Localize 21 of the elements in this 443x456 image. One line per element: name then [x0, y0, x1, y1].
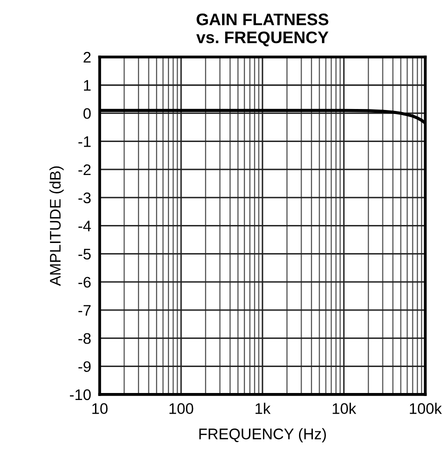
- y-tick-label: -3: [78, 192, 91, 204]
- x-tick-label: 1k: [256, 402, 271, 414]
- y-axis-title: AMPLITUDE (dB): [49, 166, 64, 286]
- y-tick-label: -10: [70, 389, 91, 400]
- y-tick-label: -9: [78, 361, 91, 372]
- x-tick-label: 100: [169, 403, 194, 414]
- y-tick-label: -7: [78, 305, 91, 316]
- x-tick-label: 10k: [332, 402, 356, 414]
- y-tick-label: 0: [83, 108, 91, 119]
- x-tick-label: 100k: [410, 402, 442, 414]
- y-tick-label: 2: [84, 52, 91, 63]
- x-tick-label: 10: [92, 403, 108, 414]
- chart-title: GAIN FLATNESS vs. FREQUENCY: [196, 14, 328, 46]
- y-tick-label: -1: [78, 136, 91, 147]
- y-tick-label: -6: [78, 276, 91, 288]
- y-tick-label: -4: [78, 220, 91, 232]
- y-tick-label: -2: [78, 164, 91, 176]
- y-tick-label: -8: [78, 333, 91, 344]
- x-axis-title: FREQUENCY (Hz): [199, 428, 326, 442]
- y-tick-label: 1: [84, 80, 91, 91]
- y-tick-label: -5: [78, 248, 91, 260]
